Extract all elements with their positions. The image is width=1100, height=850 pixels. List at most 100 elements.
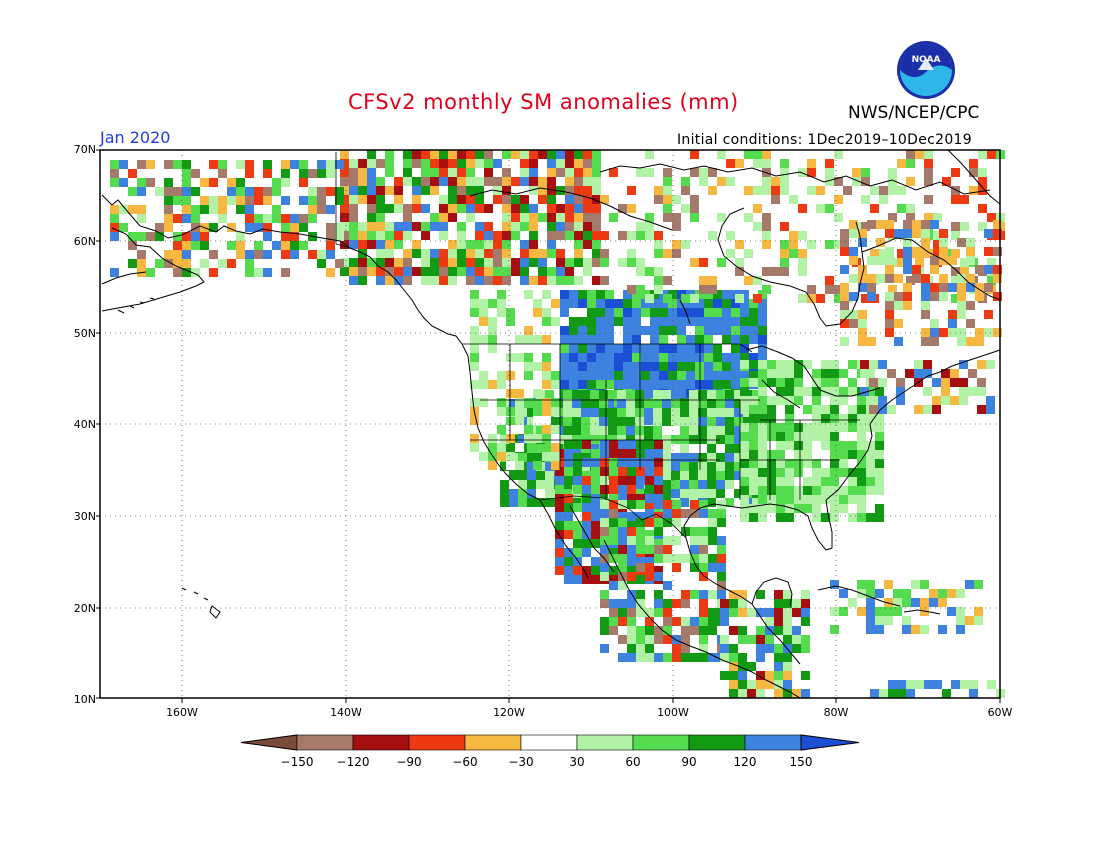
anomaly-cell bbox=[807, 159, 816, 168]
anomaly-cell bbox=[897, 258, 906, 267]
anomaly-cell bbox=[263, 250, 272, 259]
anomaly-cell bbox=[735, 294, 744, 303]
anomaly-cell bbox=[475, 258, 484, 267]
anomaly-cell bbox=[497, 380, 506, 389]
anomaly-cell bbox=[511, 267, 520, 276]
anomaly-cell bbox=[547, 159, 556, 168]
anomaly-cell bbox=[227, 187, 236, 196]
anomaly-cell bbox=[923, 387, 932, 396]
anomaly-cell bbox=[542, 299, 551, 308]
anomaly-cell bbox=[875, 589, 884, 598]
anomaly-cell bbox=[609, 527, 618, 536]
anomaly-cell bbox=[358, 177, 367, 186]
anomaly-cell bbox=[358, 222, 367, 231]
anomaly-cell bbox=[520, 213, 529, 222]
anomaly-cell bbox=[263, 169, 272, 178]
anomaly-cell bbox=[600, 258, 609, 267]
anomaly-cell bbox=[272, 187, 281, 196]
anomaly-cell bbox=[578, 353, 587, 362]
anomaly-cell bbox=[830, 432, 839, 441]
anomaly-cell bbox=[903, 247, 912, 256]
anomaly-cell bbox=[680, 453, 689, 462]
anomaly-cell bbox=[605, 317, 614, 326]
anomaly-cell bbox=[430, 222, 439, 231]
anomaly-cell bbox=[527, 462, 536, 471]
anomaly-cell bbox=[794, 423, 803, 432]
anomaly-cell bbox=[618, 581, 627, 590]
anomaly-cell bbox=[774, 689, 783, 698]
anomaly-cell bbox=[734, 453, 743, 462]
anomaly-cell bbox=[533, 308, 542, 317]
anomaly-cell bbox=[668, 317, 677, 326]
anomaly-cell bbox=[582, 503, 591, 512]
anomaly-cell bbox=[385, 276, 394, 285]
anomaly-cell bbox=[753, 150, 762, 159]
anomaly-cell bbox=[556, 186, 565, 195]
anomaly-cell bbox=[857, 513, 866, 522]
anomaly-cell bbox=[412, 249, 421, 258]
anomaly-cell bbox=[695, 317, 704, 326]
anomaly-cell bbox=[860, 369, 869, 378]
anomaly-cell bbox=[965, 616, 974, 625]
anomaly-cell bbox=[720, 635, 729, 644]
anomaly-cell bbox=[650, 299, 659, 308]
anomaly-cell bbox=[317, 196, 326, 205]
anomaly-cell bbox=[695, 290, 704, 299]
anomaly-cell bbox=[821, 495, 830, 504]
anomaly-cell bbox=[689, 426, 698, 435]
anomaly-cell bbox=[830, 450, 839, 459]
anomaly-cell bbox=[866, 360, 875, 369]
anomaly-cell bbox=[614, 380, 623, 389]
anomaly-cell bbox=[236, 241, 245, 250]
anomaly-cell bbox=[896, 396, 905, 405]
anomaly-cell bbox=[785, 369, 794, 378]
anomaly-cell bbox=[794, 396, 803, 405]
anomaly-cell bbox=[627, 617, 636, 626]
anomaly-cell bbox=[857, 432, 866, 441]
anomaly-cell bbox=[457, 231, 466, 240]
anomaly-cell bbox=[776, 432, 785, 441]
anomaly-cell bbox=[699, 635, 708, 644]
anomaly-cell bbox=[536, 498, 545, 507]
anomaly-cell bbox=[974, 616, 983, 625]
anomaly-cell bbox=[227, 241, 236, 250]
anomaly-cell bbox=[906, 204, 915, 213]
anomaly-cell bbox=[849, 256, 858, 265]
anomaly-cell bbox=[609, 599, 618, 608]
anomaly-cell bbox=[717, 572, 726, 581]
anomaly-cell bbox=[780, 267, 789, 276]
anomaly-cell bbox=[654, 485, 663, 494]
anomaly-cell bbox=[412, 240, 421, 249]
anomaly-cell bbox=[717, 518, 726, 527]
anomaly-cell bbox=[551, 371, 560, 380]
anomaly-cell bbox=[573, 467, 582, 476]
anomaly-cell bbox=[439, 150, 448, 159]
anomaly-cell bbox=[966, 256, 975, 265]
anomaly-cell bbox=[839, 589, 848, 598]
anomaly-cell bbox=[335, 196, 344, 205]
anomaly-cell bbox=[299, 214, 308, 223]
anomaly-cell bbox=[798, 294, 807, 303]
anomaly-cell bbox=[659, 362, 668, 371]
anomaly-cell bbox=[830, 513, 839, 522]
anomaly-cell bbox=[627, 512, 636, 521]
anomaly-cell bbox=[839, 607, 848, 616]
anomaly-cell bbox=[583, 186, 592, 195]
anomaly-cell bbox=[547, 249, 556, 258]
anomaly-cell bbox=[767, 369, 776, 378]
anomaly-cell bbox=[290, 214, 299, 223]
anomaly-cell bbox=[632, 290, 641, 299]
anomaly-cell bbox=[605, 353, 614, 362]
anomaly-cell bbox=[930, 337, 939, 346]
anomaly-cell bbox=[556, 213, 565, 222]
org-label: NWS/NCEP/CPC bbox=[848, 103, 980, 123]
anomaly-cell bbox=[645, 467, 654, 476]
anomaly-cell bbox=[376, 177, 385, 186]
anomaly-cell bbox=[776, 513, 785, 522]
anomaly-cell bbox=[993, 265, 1002, 274]
anomaly-cell bbox=[529, 213, 538, 222]
anomaly-cell bbox=[555, 485, 564, 494]
anomaly-cell bbox=[921, 301, 930, 310]
anomaly-cell bbox=[659, 371, 668, 380]
anomaly-cell bbox=[951, 680, 960, 689]
